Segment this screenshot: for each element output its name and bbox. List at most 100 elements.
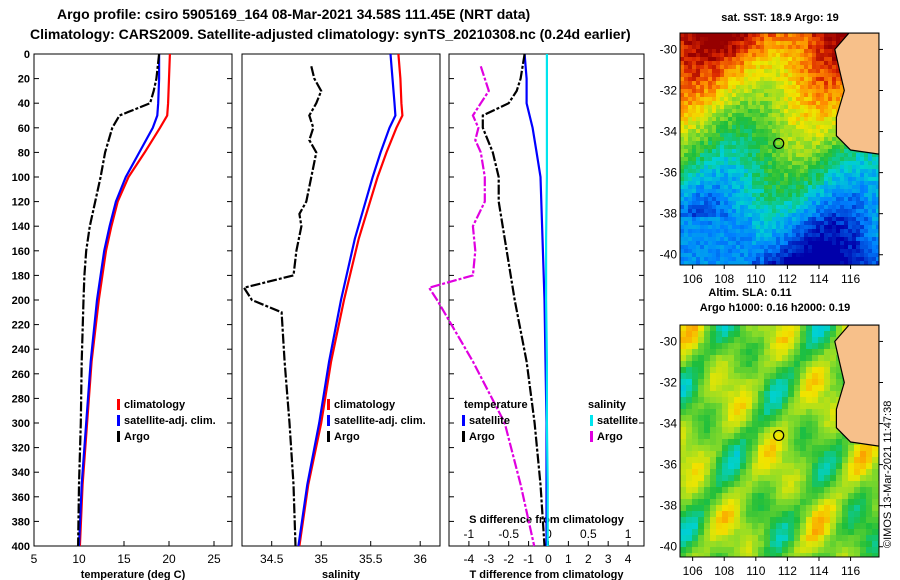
map-cell xyxy=(688,145,692,149)
map-cell xyxy=(744,93,748,97)
map-cell xyxy=(776,109,780,113)
map-cell xyxy=(824,173,828,177)
map-cell xyxy=(696,37,700,41)
map-cell xyxy=(760,145,764,149)
map-cell xyxy=(852,201,856,205)
map-cell xyxy=(788,149,792,153)
map-cell xyxy=(800,391,806,397)
map-cell xyxy=(744,213,748,217)
map-cell xyxy=(816,85,820,89)
series-line-salinity-satellite xyxy=(544,54,549,546)
map-cell xyxy=(752,201,756,205)
map-cell xyxy=(728,241,732,245)
map-cell xyxy=(808,149,812,153)
map-cell xyxy=(832,229,836,233)
map-cell xyxy=(764,197,768,201)
map-cell xyxy=(716,193,720,197)
map-cell xyxy=(684,233,688,237)
map-cell xyxy=(722,379,728,385)
map-cell xyxy=(788,475,794,481)
map-cell xyxy=(818,361,824,367)
map-cell xyxy=(818,373,824,379)
map-cell xyxy=(688,65,692,69)
map-cell xyxy=(808,65,812,69)
map-cell xyxy=(836,433,842,439)
map-cell xyxy=(698,475,704,481)
map-cell xyxy=(746,499,752,505)
map-cell xyxy=(772,225,776,229)
map-cell xyxy=(758,469,764,475)
map-cell xyxy=(812,181,816,185)
map-cell xyxy=(724,93,728,97)
map-cell xyxy=(722,445,728,451)
map-cell xyxy=(772,81,776,85)
map-cell xyxy=(744,125,748,129)
map-cell xyxy=(700,261,704,265)
map-cell xyxy=(728,415,734,421)
map-cell xyxy=(848,213,852,217)
map-cell xyxy=(816,65,820,69)
map-cell xyxy=(824,69,828,73)
map-cell xyxy=(794,337,800,343)
map-cell xyxy=(842,457,848,463)
map-cell xyxy=(752,433,758,439)
map-cell xyxy=(832,85,836,89)
map-cell xyxy=(776,225,780,229)
map-cell xyxy=(788,117,792,121)
map-cell xyxy=(728,343,734,349)
map-cell xyxy=(744,109,748,113)
map-cell xyxy=(716,37,720,41)
map-cell xyxy=(852,185,856,189)
map-cell xyxy=(776,233,780,237)
map-cell xyxy=(740,161,744,165)
map-cell xyxy=(688,213,692,217)
map-cell xyxy=(764,523,770,529)
map-cell xyxy=(796,49,800,53)
map-cell xyxy=(716,535,722,541)
map-cell xyxy=(734,553,740,557)
map-cell xyxy=(740,481,746,487)
map-cell xyxy=(728,535,734,541)
map-cell xyxy=(684,145,688,149)
map-cell xyxy=(832,45,836,49)
map-cell xyxy=(736,181,740,185)
map-cell xyxy=(748,73,752,77)
map-cell xyxy=(744,193,748,197)
map-cell xyxy=(756,45,760,49)
map-cell xyxy=(686,469,692,475)
map-cell xyxy=(736,65,740,69)
map-cell xyxy=(752,529,758,535)
map-cell xyxy=(732,173,736,177)
map-cell xyxy=(708,165,712,169)
map-cell xyxy=(712,125,716,129)
map-cell xyxy=(710,415,716,421)
map-cell xyxy=(812,517,818,523)
map-cell xyxy=(832,81,836,85)
map-cell xyxy=(836,101,840,105)
map-cell xyxy=(824,397,830,403)
map-cell xyxy=(820,185,824,189)
map-cell xyxy=(820,121,824,125)
map-cell xyxy=(704,241,708,245)
map-cell xyxy=(800,237,804,241)
map-cell xyxy=(724,201,728,205)
map-cell xyxy=(680,177,684,181)
map-cell xyxy=(684,61,688,65)
map-cell xyxy=(700,105,704,109)
map-cell xyxy=(692,93,696,97)
map-cell xyxy=(872,185,876,189)
map-cell xyxy=(768,213,772,217)
map-cell xyxy=(688,133,692,137)
map-cell xyxy=(756,121,760,125)
map-cell xyxy=(860,185,864,189)
map-cell xyxy=(796,261,800,265)
map-cell xyxy=(816,161,820,165)
map-cell xyxy=(740,117,744,121)
map-cell xyxy=(736,97,740,101)
map-cell xyxy=(832,185,836,189)
map-cell xyxy=(812,229,816,233)
map-cell xyxy=(852,205,856,209)
map-cell xyxy=(740,535,746,541)
map-cell xyxy=(698,535,704,541)
map-cell xyxy=(824,367,830,373)
